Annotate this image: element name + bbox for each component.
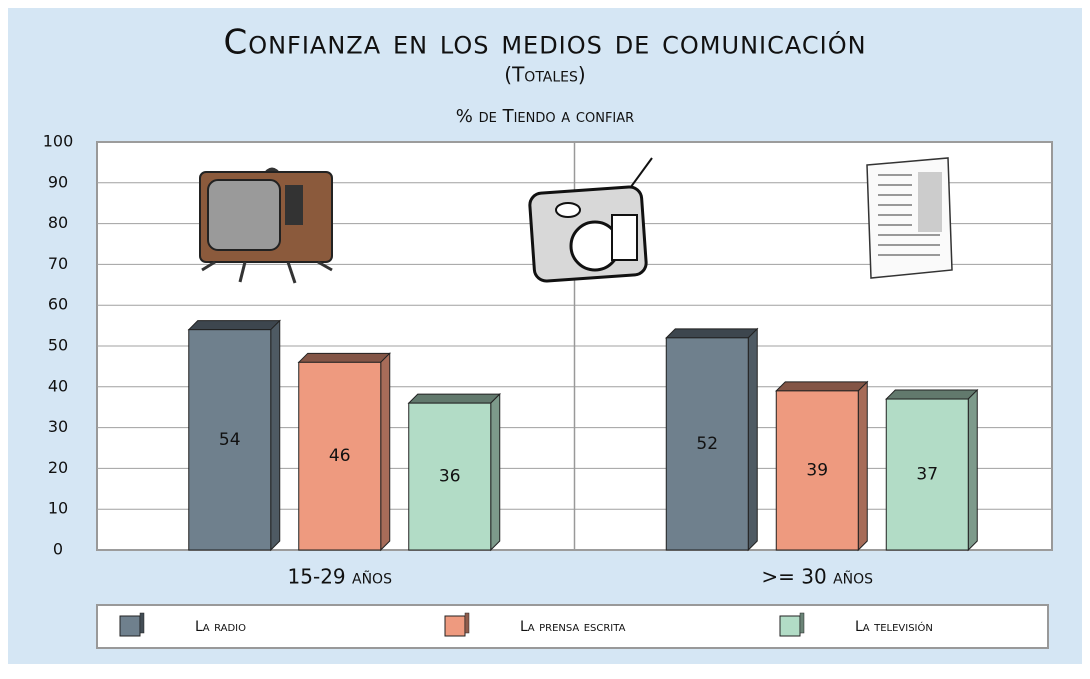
bar-top — [299, 353, 390, 362]
legend-swatch — [780, 616, 800, 636]
chart: Confianza en los medios de comunicación … — [0, 0, 1090, 675]
value-label: 36 — [439, 467, 461, 487]
y-tick-label: 20 — [48, 458, 68, 477]
y-tick-label: 80 — [48, 213, 68, 232]
bar-top — [666, 329, 757, 338]
legend-label: La televisión — [855, 619, 933, 635]
legend-swatch-side — [800, 613, 804, 633]
legend-swatch-side — [465, 613, 469, 633]
legend-label: La radio — [195, 619, 246, 635]
y-tick-label: 10 — [48, 499, 68, 518]
y-tick-label: 30 — [48, 417, 68, 436]
y-tick-label: 50 — [48, 336, 68, 355]
bar-top — [189, 321, 280, 330]
bar-side — [491, 394, 500, 550]
value-label: 39 — [806, 460, 828, 480]
y-tick-label: 90 — [48, 172, 68, 191]
legend-swatch — [445, 616, 465, 636]
y-axis-title: % de Tiendo a confiar — [456, 106, 634, 127]
value-label: 46 — [329, 446, 351, 466]
bar-top — [776, 382, 867, 391]
chart-title: Confianza en los medios de comunicación — [223, 23, 866, 63]
bar-side — [381, 353, 390, 550]
y-tick-label: 0 — [53, 540, 63, 559]
value-label: 54 — [219, 430, 241, 450]
legend-swatch-side — [140, 613, 144, 633]
y-tick-label: 40 — [48, 376, 68, 395]
y-tick-label: 60 — [48, 295, 68, 314]
chart-subtitle: (Totales) — [504, 63, 585, 87]
bar-side — [271, 321, 280, 550]
x-tick-label: >= 30 años — [761, 565, 873, 589]
x-tick-label: 15-29 años — [288, 565, 393, 589]
y-tick-label: 100 — [43, 132, 74, 151]
legend-swatch — [120, 616, 140, 636]
legend-label: La prensa escrita — [520, 619, 626, 635]
newspaper-icon — [867, 158, 952, 278]
bar-top — [886, 390, 977, 399]
value-label: 52 — [696, 434, 718, 454]
bar-side — [858, 382, 867, 550]
bar-side — [748, 329, 757, 550]
bar-top — [409, 394, 500, 403]
value-label: 37 — [916, 465, 938, 485]
y-tick-label: 70 — [48, 254, 68, 273]
bar-side — [968, 390, 977, 550]
